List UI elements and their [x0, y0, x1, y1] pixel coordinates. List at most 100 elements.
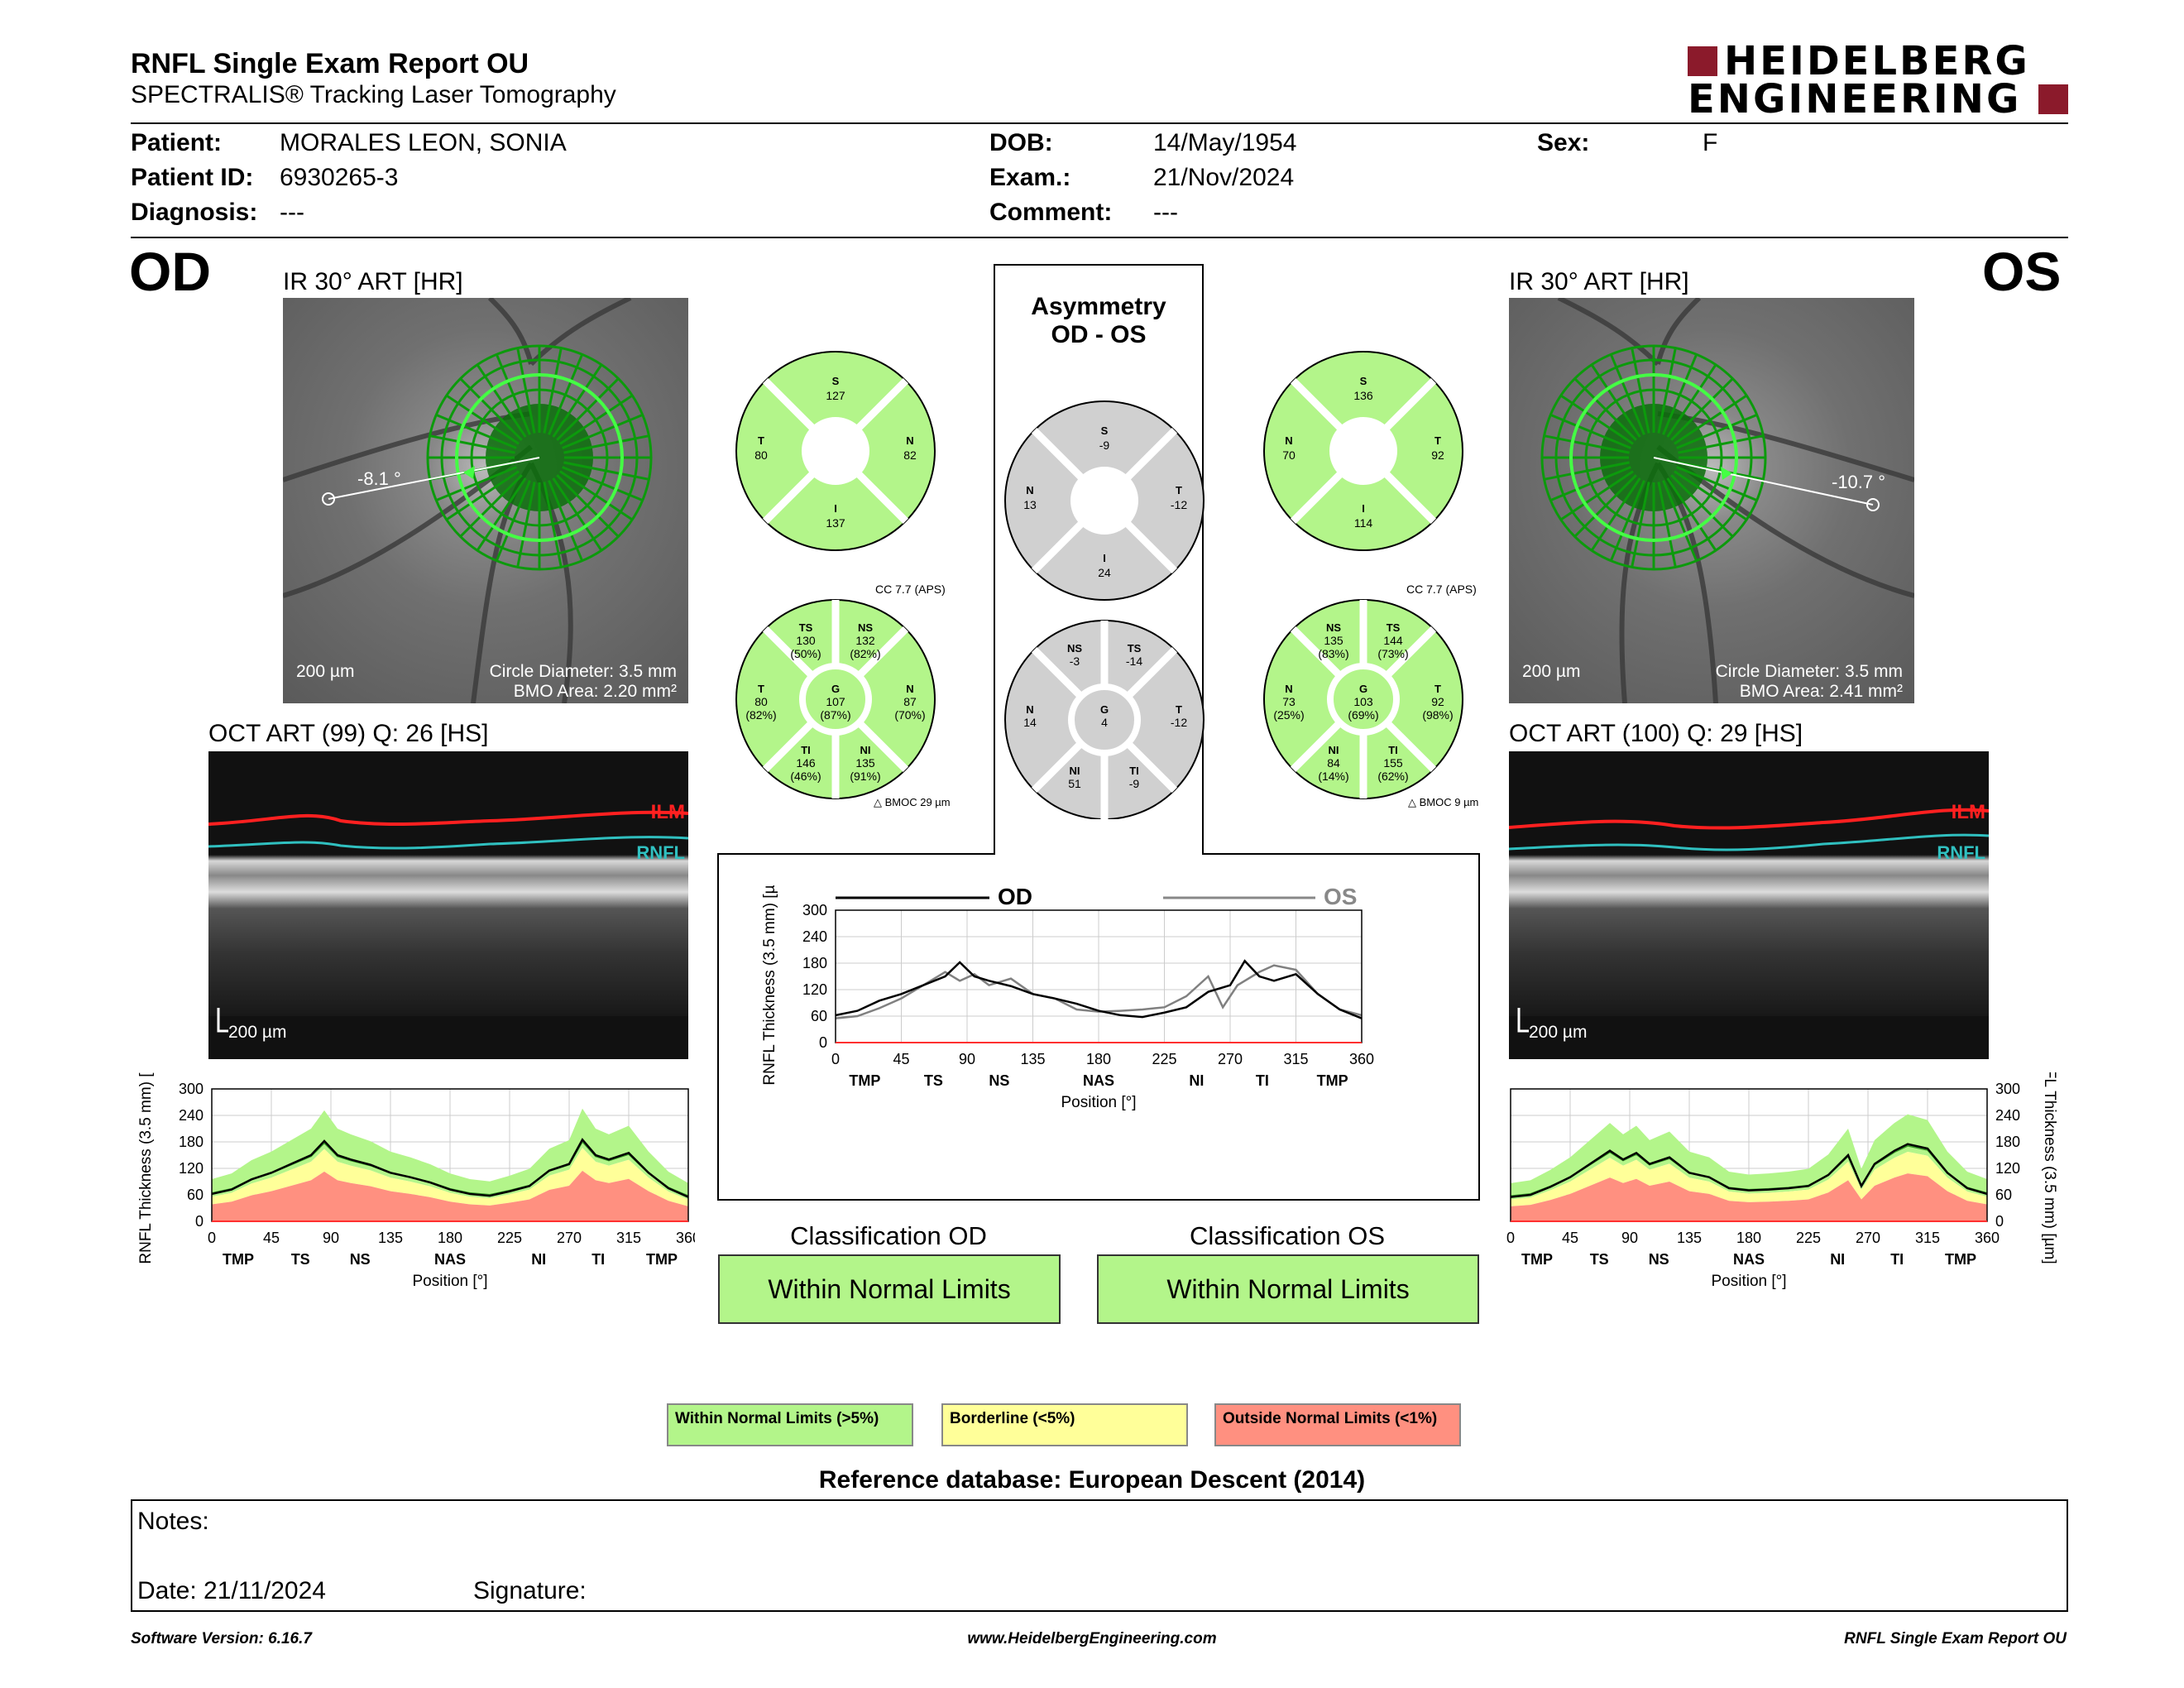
od-chart-xtick-315: 315: [616, 1230, 641, 1246]
legend-outside: Outside Normal Limits (<1%): [1214, 1403, 1461, 1446]
exam-label: Exam.:: [989, 164, 1071, 191]
od-quadrant-i-value: 137: [826, 516, 845, 530]
od-scale: 200 µm: [296, 662, 355, 681]
od-sector-n-percent: (70%): [894, 708, 925, 722]
cmp-chart-xtick-315: 315: [1283, 1051, 1308, 1067]
od-chart-ytick-60: 60: [187, 1187, 204, 1203]
os-profile-chart: 0 60 120 180 240 300 0 45 90 135 180 225 270 315 360 TM…: [1506, 1072, 2058, 1290]
od-chart-xtick-225: 225: [497, 1230, 522, 1246]
asym-quadrant-i-value: 24: [1098, 566, 1111, 579]
patient-label: Patient:: [131, 129, 223, 156]
od-sector-n-value: 87: [903, 695, 917, 708]
od-ir-title: IR 30° ART [HR]: [283, 268, 463, 295]
od-chart-xtick-45: 45: [263, 1230, 280, 1246]
od-chart-region-5: TI: [592, 1251, 605, 1268]
sex: F: [1703, 129, 1718, 156]
os-fundus-image: -10.7 ° 200 µm Circle Diameter: 3.5 mm B…: [1509, 298, 1914, 703]
od-chart-xtick-180: 180: [438, 1230, 462, 1246]
os-sector-ns-percent: (83%): [1318, 647, 1348, 660]
od-sector-g-value: 107: [826, 695, 845, 708]
os-chart-region-5: TI: [1890, 1251, 1904, 1268]
od-sector-n-label: N: [906, 683, 913, 695]
patient-name: MORALES LEON, SONIA: [280, 129, 567, 156]
cmp-chart-region-0: TMP: [849, 1072, 880, 1089]
os-angle: -10.7 °: [1832, 472, 1886, 492]
od-sector-t-value: 80: [754, 695, 768, 708]
cmp-chart-xtick-45: 45: [893, 1051, 909, 1067]
cmp-chart-region-4: NI: [1189, 1072, 1204, 1089]
od-sector-ns-percent: (82%): [850, 647, 880, 660]
patient-id-label: Patient ID:: [131, 164, 254, 191]
asym-sector-t-label: T: [1176, 703, 1182, 716]
asym-quadrant-n-value: 13: [1023, 498, 1037, 511]
od-sector-ni-value: 135: [855, 756, 875, 770]
legend-borderline: Borderline (<5%): [941, 1403, 1188, 1446]
asym-sector-ni-label: NI: [1070, 765, 1080, 777]
report-subtitle: SPECTRALIS® Tracking Laser Tomography: [131, 81, 616, 108]
asym-sector-ti-value: -9: [1129, 777, 1140, 790]
sex-label: Sex:: [1537, 129, 1590, 156]
signature-label: Signature:: [473, 1577, 587, 1604]
asym-sector-g-value: 4: [1101, 716, 1108, 729]
os-sector-ni-label: NI: [1329, 744, 1339, 756]
os-sector-ts-label: TS: [1387, 621, 1401, 634]
od-oct-title: OCT ART (99) Q: 26 [HS]: [208, 720, 489, 747]
os-chart-band-outside: [1511, 1173, 1987, 1221]
od-circle-diameter: Circle Diameter: 3.5 mm: [489, 662, 677, 681]
os-sector-n-label: N: [1285, 683, 1292, 695]
asym-sector-ts-value: -14: [1126, 655, 1142, 668]
cmp-chart-xtick-180: 180: [1086, 1051, 1111, 1067]
od-cc: CC 7.7 (APS): [875, 583, 946, 596]
os-sector-t-label: T: [1434, 683, 1441, 695]
os-quadrant-n-label: N: [1285, 434, 1292, 447]
od-sector-ni-label: NI: [860, 744, 871, 756]
od-sector-ts-value: 130: [796, 634, 816, 647]
patient-rule: [131, 237, 2068, 238]
os-chart-region-0: TMP: [1521, 1251, 1553, 1268]
asym-sector-ni-value: 51: [1068, 777, 1081, 790]
od-sector-ns-label: NS: [858, 621, 873, 634]
od-chart-region-1: TS: [291, 1251, 310, 1268]
od-sector-ts-percent: (50%): [790, 647, 821, 660]
os-bmoc: △ BMOC 9 µm: [1408, 796, 1479, 808]
cmp-chart-ytick-240: 240: [802, 928, 827, 945]
od-classification-badge: Within Normal Limits: [718, 1254, 1061, 1324]
os-sector-ts-percent: (73%): [1377, 647, 1408, 660]
cmp-chart-region-3: NAS: [1083, 1072, 1114, 1089]
od-chart-band-outside: [212, 1170, 688, 1221]
heidelberg-logo: HEIDELBERG ENGINEERING: [1688, 38, 2068, 122]
os-quadrant-s-label: S: [1360, 375, 1367, 387]
os-chart-region-1: TS: [1590, 1251, 1609, 1268]
diagnosis: ---: [280, 199, 304, 226]
exam-date: 21/Nov/2024: [1153, 164, 1295, 191]
os-chart-xlabel: Position [°]: [1711, 1273, 1786, 1290]
od-rnfl-label: RNFL: [636, 842, 685, 863]
comment-label: Comment:: [989, 199, 1113, 226]
cmp-chart-region-6: TMP: [1317, 1072, 1348, 1089]
od-chart-series-od: [211, 1138, 689, 1198]
od-quadrant-n-value: 82: [903, 448, 917, 462]
dob: 14/May/1954: [1153, 129, 1297, 156]
os-sector-ts-value: 144: [1383, 634, 1403, 647]
od-chart-xlabel: Position [°]: [412, 1273, 487, 1290]
center-frame: [717, 264, 1480, 1201]
os-sector-ni-value: 84: [1327, 756, 1340, 770]
od-chart-region-3: NAS: [434, 1251, 466, 1268]
os-chart-ytick-180: 180: [1995, 1134, 2020, 1150]
os-sector-ti-percent: (62%): [1377, 770, 1408, 783]
cmp-chart-xtick-135: 135: [1020, 1051, 1045, 1067]
asym-quadrant-i-label: I: [1103, 552, 1106, 564]
os-quadrant-t-value: 92: [1431, 448, 1444, 462]
od-eye-label: OD: [129, 241, 211, 302]
asym-sector-t-value: -12: [1171, 716, 1187, 729]
od-sector-g-percent: (87%): [820, 708, 850, 722]
cmp-chart-xlabel: Position [°]: [1061, 1094, 1136, 1111]
diagnosis-label: Diagnosis:: [131, 199, 258, 226]
od-quadrant-i-label: I: [834, 502, 837, 515]
os-chart-band-normal: [1511, 1114, 1987, 1200]
od-angle: -8.1 °: [357, 468, 401, 489]
os-fundus-overlay: [1540, 298, 1914, 703]
cmp-chart-xtick-270: 270: [1218, 1051, 1243, 1067]
os-chart-ytick-300: 300: [1995, 1081, 2020, 1097]
